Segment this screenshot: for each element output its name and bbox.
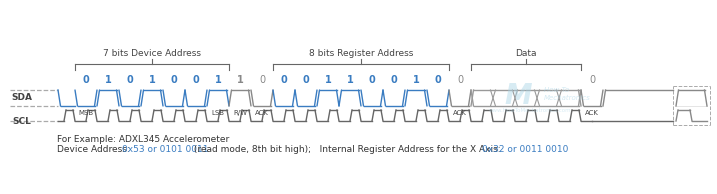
Text: 0: 0 bbox=[127, 75, 133, 85]
Text: 0: 0 bbox=[171, 75, 177, 85]
Text: 1: 1 bbox=[346, 75, 353, 85]
Text: 0: 0 bbox=[435, 75, 442, 85]
Text: ACK: ACK bbox=[453, 110, 467, 116]
Text: www.HowToMechatronics.com: www.HowToMechatronics.com bbox=[489, 107, 571, 113]
Text: (read mode, 8th bit high);   Internal Register Address for the X Axis:: (read mode, 8th bit high); Internal Regi… bbox=[191, 146, 503, 154]
Text: Data: Data bbox=[516, 48, 537, 57]
Text: SCL: SCL bbox=[13, 118, 32, 126]
Text: 0x53 or 0101 0011: 0x53 or 0101 0011 bbox=[122, 146, 209, 154]
Text: 0: 0 bbox=[82, 75, 90, 85]
Text: LSB: LSB bbox=[212, 110, 224, 116]
Text: 1: 1 bbox=[214, 75, 222, 85]
Text: 1: 1 bbox=[237, 75, 243, 85]
Text: MSB: MSB bbox=[78, 110, 93, 116]
Text: 0x32 or 0011 0010: 0x32 or 0011 0010 bbox=[483, 146, 569, 154]
Text: R/W: R/W bbox=[233, 110, 247, 116]
Text: 0: 0 bbox=[457, 75, 463, 85]
Text: M: M bbox=[504, 82, 532, 110]
Text: 1: 1 bbox=[412, 75, 419, 85]
Text: 0: 0 bbox=[303, 75, 309, 85]
Text: ACK: ACK bbox=[585, 110, 599, 116]
Text: 0: 0 bbox=[193, 75, 199, 85]
Text: Device Address:: Device Address: bbox=[57, 146, 133, 154]
Text: 0: 0 bbox=[259, 75, 265, 85]
Text: 1: 1 bbox=[148, 75, 156, 85]
Text: 1: 1 bbox=[325, 75, 331, 85]
Text: ACK: ACK bbox=[255, 110, 269, 116]
Text: 8 bits Register Address: 8 bits Register Address bbox=[309, 48, 413, 57]
Text: 0: 0 bbox=[280, 75, 288, 85]
Text: 7 bits Device Address: 7 bits Device Address bbox=[103, 48, 201, 57]
Text: 0: 0 bbox=[589, 75, 595, 85]
Text: For Example: ADXL345 Accelerometer: For Example: ADXL345 Accelerometer bbox=[57, 134, 229, 144]
Text: SDA: SDA bbox=[11, 94, 32, 102]
Text: 0: 0 bbox=[391, 75, 397, 85]
Text: 1: 1 bbox=[105, 75, 111, 85]
Text: 0: 0 bbox=[369, 75, 376, 85]
Text: How To
Mechatronics: How To Mechatronics bbox=[544, 87, 591, 100]
